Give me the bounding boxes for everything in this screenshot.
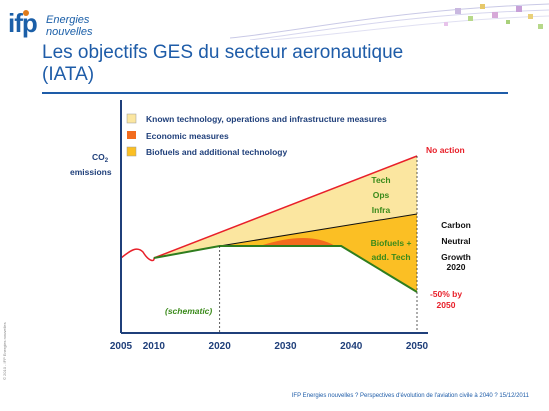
x-tick-label: 2040	[340, 341, 363, 352]
annotation-carbon-2: Neutral	[441, 236, 470, 246]
legend-label-biofuels: Biofuels and additional technology	[146, 147, 287, 157]
footer-text: IFP Energies nouvelles ? Perspectives d'…	[291, 393, 529, 399]
annotation-target-2: 2050	[437, 300, 456, 310]
x-tick-label: 2005	[110, 341, 133, 352]
annotation-no-action: No action	[426, 145, 465, 155]
legend-label-economic: Economic measures	[146, 131, 229, 141]
annotation-carbon-1: Carbon	[441, 220, 471, 230]
area-biofuels	[219, 214, 417, 292]
x-tick-label: 2020	[209, 341, 232, 352]
slide-title-line-1: Les objectifs GES du secteur aeronautiqu…	[42, 42, 404, 63]
x-tick-label: 2030	[274, 341, 297, 352]
x-tick-label: 2050	[406, 341, 429, 352]
annotation-schematic: (schematic)	[165, 306, 212, 316]
slide-title: Les objectifs GES du secteur aeronautiqu…	[42, 42, 522, 86]
title-divider	[42, 92, 508, 94]
annotation-ops: Ops	[373, 190, 390, 200]
line-historical	[120, 248, 155, 262]
logo-wordmark: ifp	[8, 8, 38, 38]
x-tick-label: 2010	[143, 341, 166, 352]
line-target-50pct	[153, 245, 418, 293]
logo-subtitle-1: Energies	[46, 14, 90, 26]
slide-title-line-2: (IATA)	[42, 64, 95, 85]
annotation-tech: Tech	[371, 175, 390, 185]
legend-label-tech: Known technology, operations and infrast…	[146, 114, 387, 124]
logo-dot-icon	[23, 10, 29, 16]
legend-swatch-economic	[127, 131, 136, 139]
header-decoration	[230, 3, 549, 40]
annotation-biofuels-2: add. Tech	[371, 252, 410, 262]
y-axis-label: CO2	[92, 152, 109, 164]
ifp-logo: ifp Energies nouvelles	[8, 8, 118, 42]
annotation-carbon-3: Growth	[441, 252, 471, 262]
annotation-infra: Infra	[372, 205, 391, 215]
area-economic-measures	[259, 238, 336, 246]
legend-swatch-tech	[126, 113, 137, 124]
annotation-target-1: -50% by	[430, 289, 462, 299]
line-no-action	[153, 155, 418, 259]
annotation-carbon-4: 2020	[447, 262, 466, 272]
y-axis-label-2: emissions	[70, 167, 112, 177]
logo-subtitle-2: nouvelles	[46, 26, 93, 38]
annotation-biofuels-1: Biofuels +	[371, 238, 412, 248]
legend-swatch-biofuels	[126, 146, 137, 157]
